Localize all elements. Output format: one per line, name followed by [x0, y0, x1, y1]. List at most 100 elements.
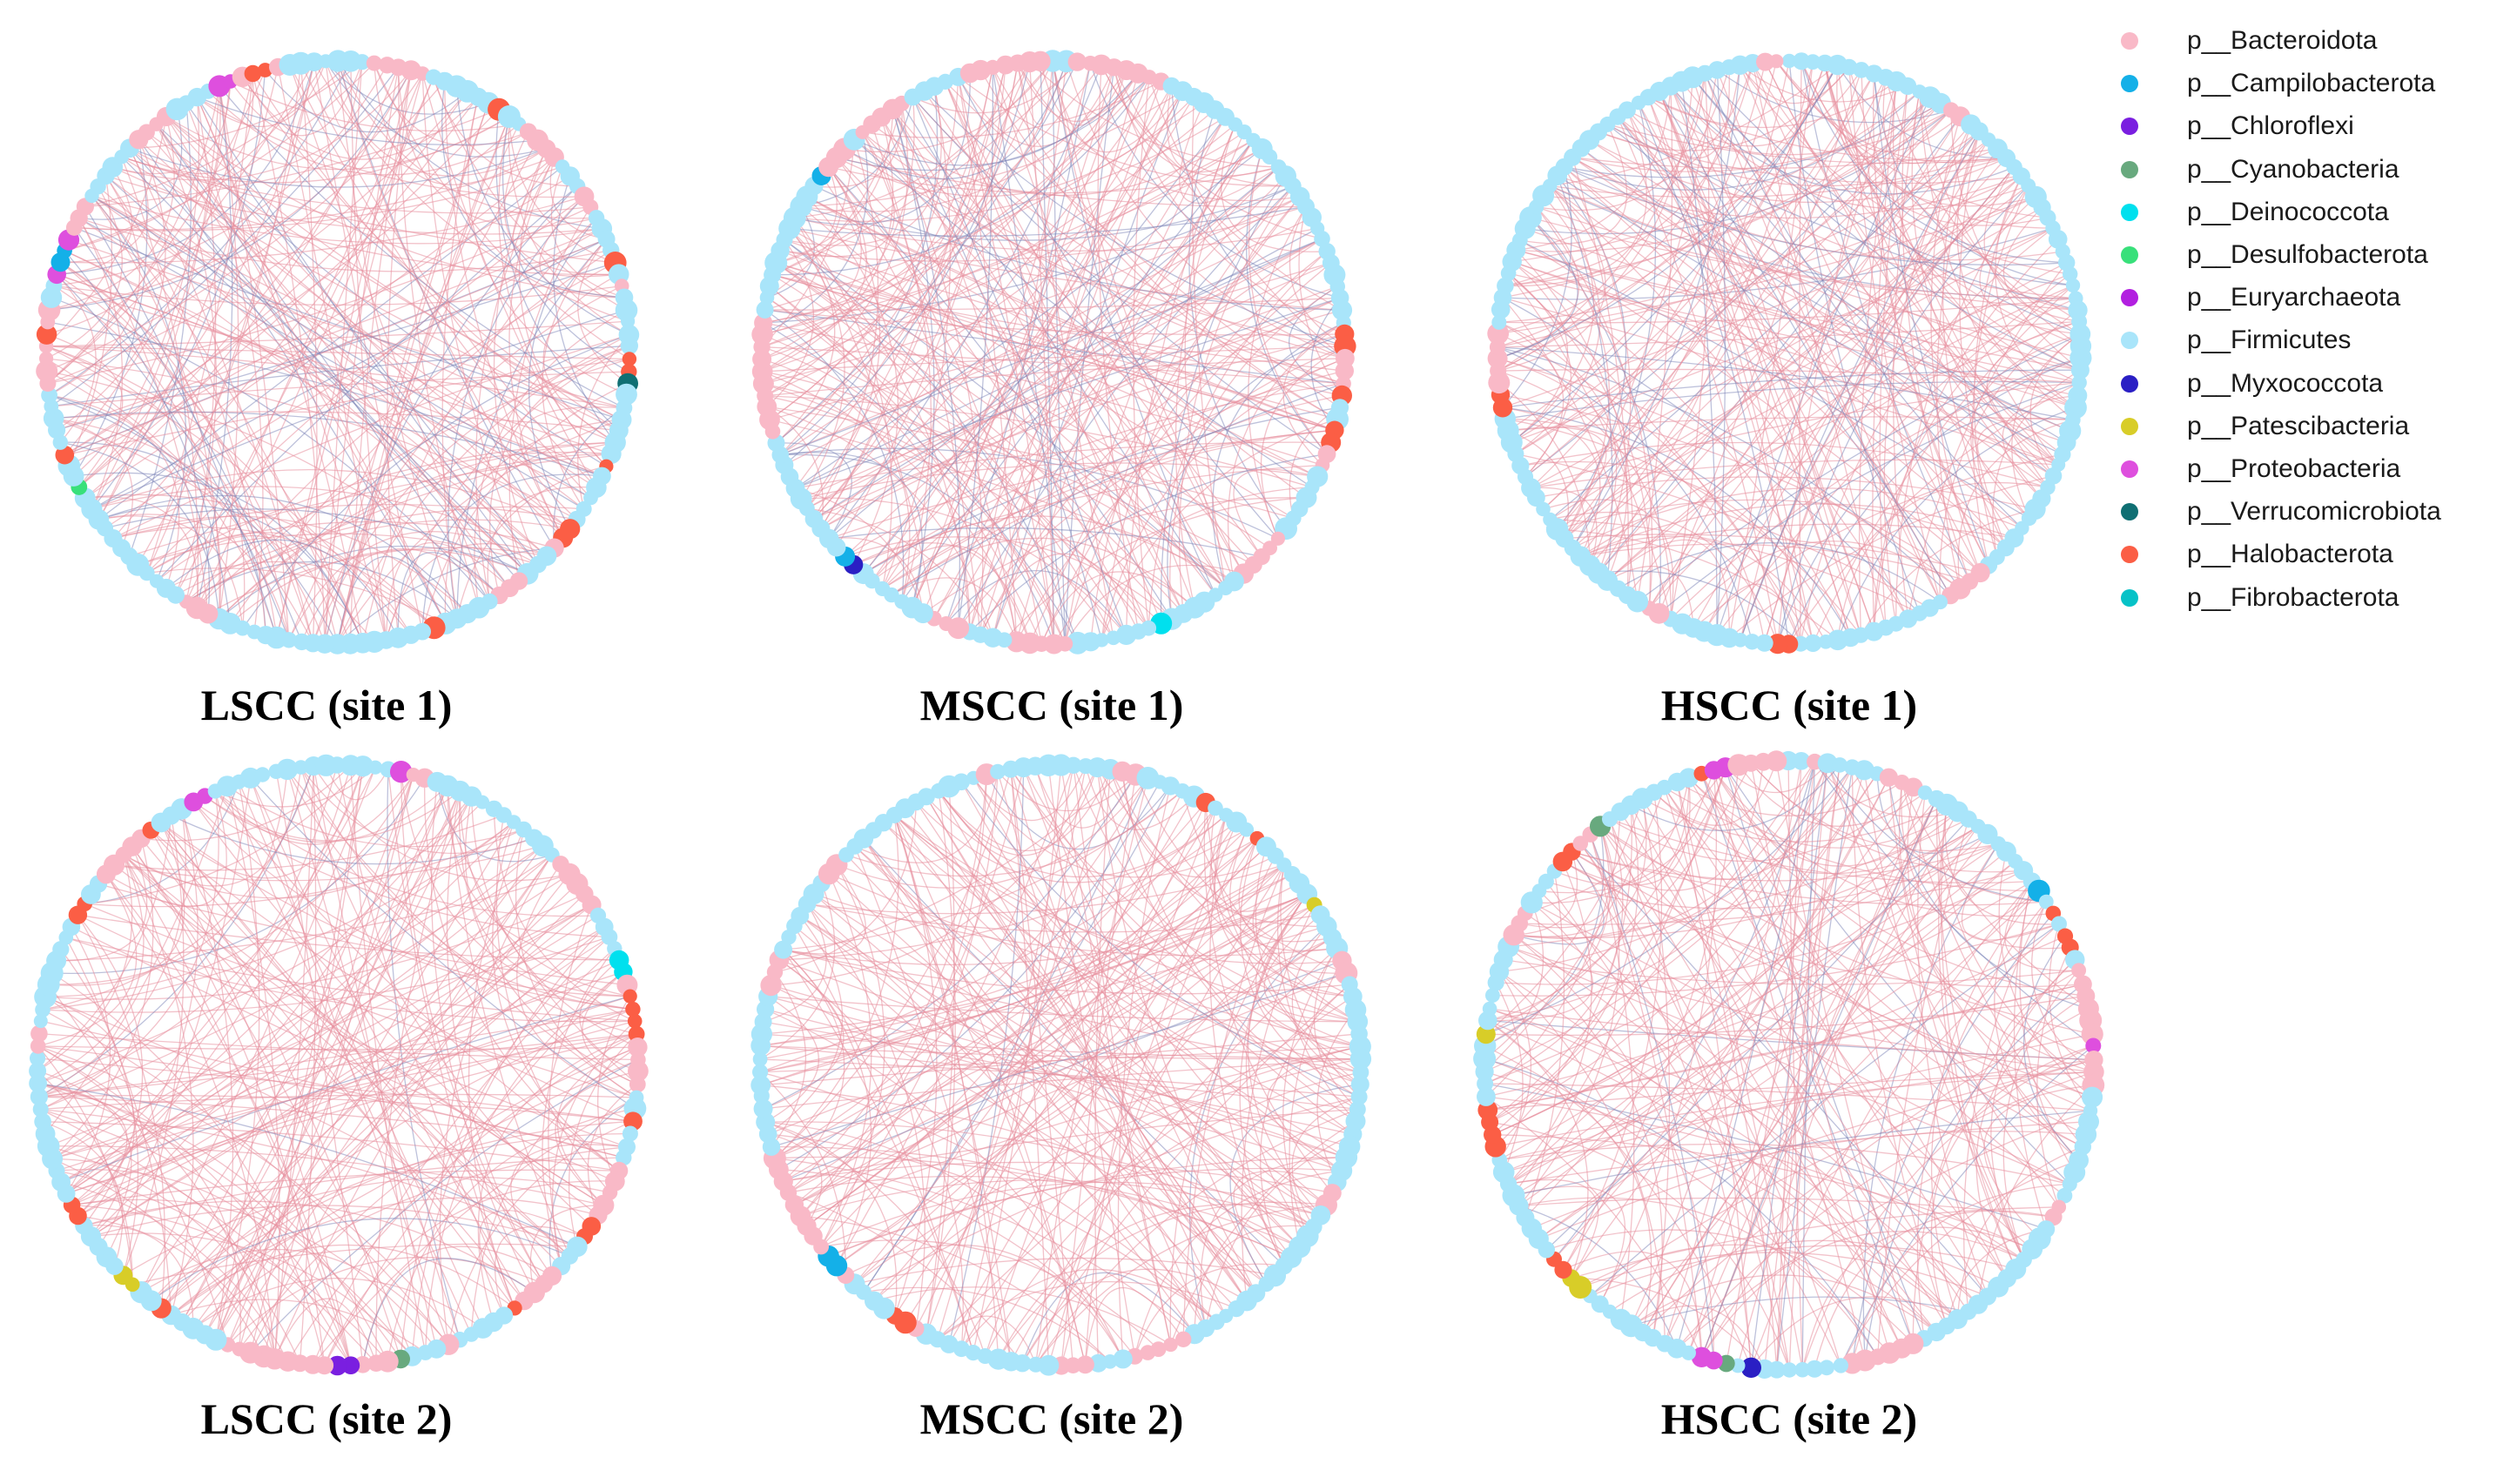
positive-edge — [1944, 804, 2060, 925]
negative-edge — [553, 407, 625, 548]
positive-edge — [957, 77, 1055, 645]
negative-edge — [397, 552, 500, 638]
positive-edge — [1313, 948, 1358, 1110]
positive-edge — [1543, 109, 1952, 510]
negative-edge — [1497, 346, 1753, 642]
positive-edge — [1035, 777, 1149, 1365]
network-node — [875, 581, 891, 597]
network-node — [1208, 800, 1223, 816]
negative-edge — [1052, 60, 1216, 595]
positive-edge — [763, 959, 845, 1110]
positive-edge — [1485, 798, 1643, 1035]
network-node — [1037, 754, 1060, 776]
positive-edge — [37, 1045, 352, 1366]
legend-label: p__Cyanobacteria — [2187, 154, 2399, 184]
positive-edge — [53, 285, 612, 455]
positive-edge — [813, 893, 1337, 957]
negative-edge — [1704, 72, 2081, 335]
positive-edge — [64, 358, 629, 456]
positive-edge — [1047, 822, 1237, 1366]
positive-edge — [1738, 764, 1926, 827]
positive-edge — [783, 837, 1258, 1182]
network-node — [39, 351, 54, 366]
positive-edge — [91, 469, 570, 530]
positive-edge — [313, 61, 629, 322]
positive-edge — [1508, 272, 2078, 397]
positive-edge — [863, 1096, 1360, 1293]
network-node — [246, 624, 262, 640]
positive-edge — [1700, 1230, 2024, 1358]
positive-edge — [1504, 418, 1861, 636]
positive-edge — [112, 527, 435, 628]
network-node — [1879, 768, 1898, 787]
positive-edge — [192, 801, 609, 938]
positive-edge — [1590, 834, 1635, 1319]
positive-edge — [1511, 260, 2067, 444]
network-node — [1175, 1331, 1192, 1348]
negative-edge — [763, 185, 1294, 324]
legend-label: p__Myxococcota — [2187, 368, 2384, 398]
network-node — [2056, 1187, 2073, 1204]
network-node — [304, 52, 324, 71]
network-node — [1491, 314, 1507, 330]
network-node — [276, 758, 299, 781]
positive-edge — [53, 411, 619, 432]
network-node — [1618, 101, 1636, 119]
positive-edge — [1489, 804, 1639, 1123]
positive-edge — [760, 1044, 1358, 1111]
positive-edge — [1084, 808, 1216, 1365]
network-node — [1806, 1360, 1824, 1378]
positive-edge — [1233, 1171, 1337, 1276]
positive-edge — [1901, 782, 2090, 1010]
network-node — [368, 760, 383, 775]
positive-edge — [77, 959, 620, 1217]
positive-edge — [1073, 765, 1172, 1346]
positive-edge — [820, 297, 1341, 529]
positive-edge — [765, 1121, 1124, 1360]
positive-edge — [1511, 260, 2059, 466]
negative-edge — [98, 165, 563, 520]
positive-edge — [214, 790, 620, 1172]
positive-edge — [793, 925, 974, 1353]
network-node — [623, 989, 637, 1004]
positive-edge — [1641, 797, 1948, 843]
positive-edge — [1508, 773, 1878, 1185]
positive-edge — [49, 116, 175, 311]
network-node — [319, 54, 333, 69]
positive-edge — [788, 1175, 1301, 1248]
positive-edge — [325, 61, 363, 128]
negative-edge — [789, 205, 1307, 237]
negative-edge — [1670, 85, 2015, 195]
positive-edge — [1883, 124, 1972, 624]
legend-item: p__Deinococcota — [2121, 198, 2504, 232]
positive-edge — [1571, 1206, 2059, 1279]
positive-edge — [1725, 767, 2008, 1279]
positive-edge — [775, 262, 1227, 588]
positive-edge — [400, 771, 633, 1011]
negative-edge — [1212, 322, 1344, 588]
positive-edge — [771, 984, 1350, 1147]
positive-edge — [289, 64, 491, 602]
positive-edge — [84, 765, 364, 905]
positive-edge — [828, 166, 1279, 194]
positive-edge — [91, 785, 448, 1238]
positive-edge — [568, 1033, 637, 1247]
positive-edge — [806, 196, 898, 566]
positive-edge — [77, 904, 592, 1217]
positive-edge — [768, 996, 1347, 1158]
positive-edge — [925, 796, 1248, 1301]
positive-edge — [112, 504, 577, 540]
positive-edge — [764, 395, 1066, 644]
positive-edge — [761, 139, 855, 348]
positive-edge — [1630, 890, 2040, 1326]
legend-item: p__Campilobacterota — [2121, 69, 2504, 104]
positive-edge — [98, 514, 290, 641]
negative-edge — [57, 61, 315, 275]
network-node — [1106, 630, 1121, 646]
positive-edge — [1498, 769, 1865, 972]
positive-edge — [165, 116, 625, 299]
positive-edge — [1064, 251, 1328, 644]
positive-edge — [766, 406, 824, 529]
positive-edge — [1524, 773, 1878, 1219]
network-edges — [1497, 60, 2082, 645]
